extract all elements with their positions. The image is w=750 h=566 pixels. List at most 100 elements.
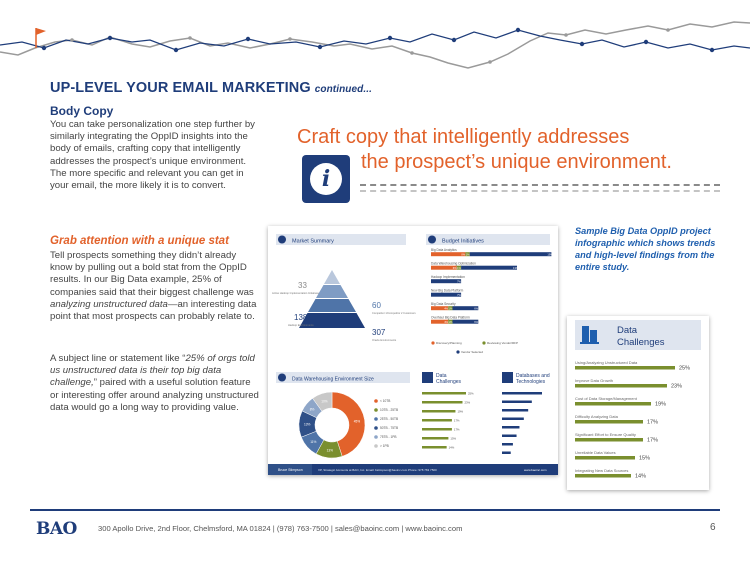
budget-seg-4-0 [431,306,449,311]
budget-seg-label-4-2: 6% [474,306,478,310]
card-bar-label-6: Integrating New Data Sources [575,468,628,473]
pull-quote-line-2: the prospect’s unique environment. [361,151,672,173]
budget-seg-5-1 [448,319,453,324]
small-challenges-bars: 25% 23% 19% 17% 17% 15% 14% [422,391,474,449]
trend-markers [41,27,715,53]
stat-p1-a: Tell prospects something they didn’t alr… [50,250,254,298]
infographic-footer-contact: VP, Strategic Accounts at BAO, Inc. Emai… [318,468,437,472]
small-ch-bar-4 [422,428,452,431]
pull-quote-line-1: Craft copy that intelligently addresses [297,126,630,148]
small-ch-value-5: 15% [450,436,456,440]
budget-seg-0-0 [431,252,466,257]
market-summary-title: Market Summary [292,239,334,245]
infographic-svg: Market Summary 33 Active Hadoop Implemen… [268,234,558,475]
budget-header [426,234,550,245]
small-ch-value-4: 17% [454,427,460,431]
pyramid-mid-2 [308,299,356,312]
trend-line-navy [0,29,750,51]
db-bar-4 [502,426,520,429]
small-ch-value-3: 17% [454,418,460,422]
dw-legend-label-1: 10TB - 25TB [380,408,398,412]
pull-quote-divider-light [360,190,720,192]
db-bar-7 [502,451,511,454]
dw-slice-label-0: 45% [354,420,361,424]
budget-icon [428,235,436,244]
heading-title: UP-LEVEL YOUR EMAIL MARKETING [50,80,311,96]
dw-donut: 45% 13% 11% 13% 8% 10% [298,391,366,459]
dw-slice-label-5: 10% [321,400,328,404]
heading-suffix: continued... [314,84,373,95]
databases-title-1: Databases and [516,373,550,379]
small-challenges-icon [422,372,433,383]
card-bar-0 [575,366,675,370]
budget-title: Budget Initiatives [442,239,484,245]
budget-label-4: Big Data Security [431,302,456,306]
budget-seg-5-2 [452,319,479,324]
stat-paragraph-2: A subject line or statement like “25% of… [50,353,260,414]
budget-seg-1-1 [456,265,462,270]
budget-seg-label-0-0: 8% [461,252,465,256]
card-bar-label-4: Significant Effort to Ensure Quality [575,432,636,437]
dw-legend-dot-4 [374,435,378,439]
budget-seg-1-2 [461,265,517,270]
dw-legend-dot-1 [374,408,378,412]
dw-slice-5 [312,391,333,412]
budget-seg-label-4-1: 1% [449,306,453,310]
card-bar-6 [575,474,631,478]
data-challenges-card: Data Challenges Using/Analyzing Unstruct… [567,316,709,490]
budget-label-1: Data Warehousing Optimization [431,262,476,266]
market-n4: 307 [372,328,386,337]
card-bar-value-3: 17% [647,420,658,426]
budget-legend-2: Vendor Selected [461,350,483,354]
card-title-1: Data [617,325,638,336]
infographic-thumbnail: Market Summary 33 Active Hadoop Implemen… [268,226,558,475]
db-bar-0 [502,392,542,395]
stat-paragraph-1: Tell prospects something they didn’t alr… [50,250,260,323]
card-title-2: Challenges [617,337,665,348]
small-ch-value-0: 25% [468,391,474,395]
dw-legend-label-4: 75TB - 1PB [380,435,396,439]
market-l4: Oracle Environments [372,338,397,342]
dw-legend-label-2: 25TB - 50TB [380,417,398,421]
stat-p1-b: —an interesting data point that most pro… [50,298,257,323]
card-bar-value-5: 15% [639,456,650,462]
footer-rule [30,509,720,511]
card-bars: Using/Analyzing Unstructured Data 25% Impr… [575,360,690,480]
databases-bars [502,392,542,454]
card-bar-label-0: Using/Analyzing Unstructured Data [575,360,638,365]
dw-slice-label-3: 13% [304,423,311,427]
card-bar-value-4: 17% [647,438,658,444]
market-l3: Competitor 1/Competitor 2 Customers [372,311,416,315]
infographic-footer-name: Bruce Stimpson [278,468,303,472]
dw-legend: < 10TB 10TB - 25TB 25TB - 50TB 50TB - 75TB 7… [374,399,398,448]
dw-legend-label-5: > 1PB [380,444,389,448]
card-bar-5 [575,456,635,460]
budget-label-3: New Big Data Platform [431,289,464,293]
budget-seg-label-5-0: 4% [444,320,448,324]
card-bar-value-0: 25% [679,366,690,372]
card-bar-label-3: Difficulty Analyzing Data [575,414,619,419]
db-bar-1 [502,400,532,403]
budget-label-0: Big Data Analytics [431,248,457,252]
pyramid-mid-1 [316,285,348,298]
budget-seg-label-1-1: 1% [457,266,461,270]
infographic-caption: Sample Big Data OppID project infographi… [575,226,716,272]
body-copy-paragraph: You can take personalization one step fu… [50,119,255,192]
databases-title-2: Technologies [516,379,546,385]
dw-header [276,372,410,383]
dw-legend-dot-0 [374,399,378,403]
small-challenges-title-1: Data [436,373,447,379]
budget-seg-label-2-2: 7% [457,279,461,283]
small-ch-bar-0 [422,392,466,395]
dw-title: Data Warehousing Environment Size [292,377,374,383]
stat-p1-em: analyzing unstructured data [50,298,168,310]
stat-p2-em: 25% of orgs told us unstructured data is… [50,353,255,389]
trend-line-grey [0,21,750,69]
db-bar-2 [502,409,529,412]
pull-quote-divider [360,184,720,186]
budget-seg-5-0 [431,319,449,324]
budget-legend: Discovery/Planning Reviewing Vendor/RFP … [431,341,518,354]
card-bar-3 [575,420,643,424]
small-ch-bar-5 [422,437,449,440]
